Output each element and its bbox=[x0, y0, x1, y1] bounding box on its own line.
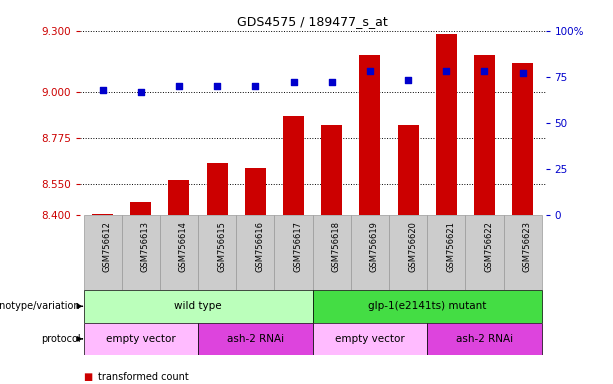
Text: GSM756618: GSM756618 bbox=[332, 221, 341, 272]
Bar bbox=[465, 215, 503, 290]
Point bbox=[518, 70, 528, 76]
Point bbox=[251, 83, 261, 89]
Point bbox=[327, 79, 337, 85]
Point bbox=[479, 68, 489, 74]
Bar bbox=[389, 215, 427, 290]
Text: GSM756615: GSM756615 bbox=[217, 221, 226, 272]
Bar bbox=[503, 215, 542, 290]
Text: ash-2 RNAi: ash-2 RNAi bbox=[456, 334, 513, 344]
Text: empty vector: empty vector bbox=[335, 334, 405, 344]
Bar bbox=[512, 63, 533, 215]
Text: ■: ■ bbox=[83, 372, 92, 382]
Point bbox=[441, 68, 451, 74]
Bar bbox=[436, 34, 457, 215]
Text: GSM756613: GSM756613 bbox=[141, 221, 150, 272]
Text: transformed count: transformed count bbox=[98, 372, 189, 382]
Bar bbox=[351, 215, 389, 290]
Text: GSM756623: GSM756623 bbox=[523, 221, 531, 272]
Title: GDS4575 / 189477_s_at: GDS4575 / 189477_s_at bbox=[237, 15, 388, 28]
Point bbox=[212, 83, 222, 89]
Bar bbox=[359, 55, 381, 215]
Bar bbox=[83, 215, 122, 290]
Text: GSM756621: GSM756621 bbox=[446, 221, 455, 272]
Bar bbox=[313, 290, 542, 323]
Text: GSM756614: GSM756614 bbox=[179, 221, 188, 272]
Bar bbox=[474, 55, 495, 215]
Bar bbox=[83, 290, 313, 323]
Bar bbox=[83, 323, 198, 355]
Point bbox=[289, 79, 299, 85]
Bar bbox=[313, 215, 351, 290]
Bar bbox=[427, 215, 465, 290]
Point bbox=[403, 78, 413, 84]
Point bbox=[365, 68, 375, 74]
Point bbox=[97, 87, 107, 93]
Bar bbox=[236, 215, 275, 290]
Point bbox=[174, 83, 184, 89]
Text: GSM756622: GSM756622 bbox=[484, 221, 493, 272]
Text: GSM756616: GSM756616 bbox=[256, 221, 264, 272]
Bar bbox=[198, 323, 313, 355]
Bar bbox=[245, 167, 266, 215]
Bar bbox=[427, 323, 542, 355]
Point bbox=[136, 88, 146, 94]
Bar bbox=[160, 215, 198, 290]
Text: GSM756612: GSM756612 bbox=[102, 221, 112, 272]
Bar bbox=[169, 180, 189, 215]
Bar bbox=[398, 124, 419, 215]
Bar bbox=[122, 215, 160, 290]
Bar bbox=[92, 214, 113, 215]
Bar bbox=[198, 215, 236, 290]
Text: protocol: protocol bbox=[41, 334, 80, 344]
Bar bbox=[313, 323, 427, 355]
Bar bbox=[275, 215, 313, 290]
Text: ash-2 RNAi: ash-2 RNAi bbox=[227, 334, 284, 344]
Text: empty vector: empty vector bbox=[106, 334, 176, 344]
Text: genotype/variation: genotype/variation bbox=[0, 301, 80, 311]
Bar bbox=[207, 164, 227, 215]
Text: GSM756620: GSM756620 bbox=[408, 221, 417, 272]
Text: glp-1(e2141ts) mutant: glp-1(e2141ts) mutant bbox=[368, 301, 486, 311]
Text: GSM756617: GSM756617 bbox=[294, 221, 303, 272]
Text: GSM756619: GSM756619 bbox=[370, 221, 379, 272]
Text: wild type: wild type bbox=[174, 301, 222, 311]
Bar bbox=[283, 116, 304, 215]
Bar bbox=[131, 202, 151, 215]
Bar bbox=[321, 124, 342, 215]
